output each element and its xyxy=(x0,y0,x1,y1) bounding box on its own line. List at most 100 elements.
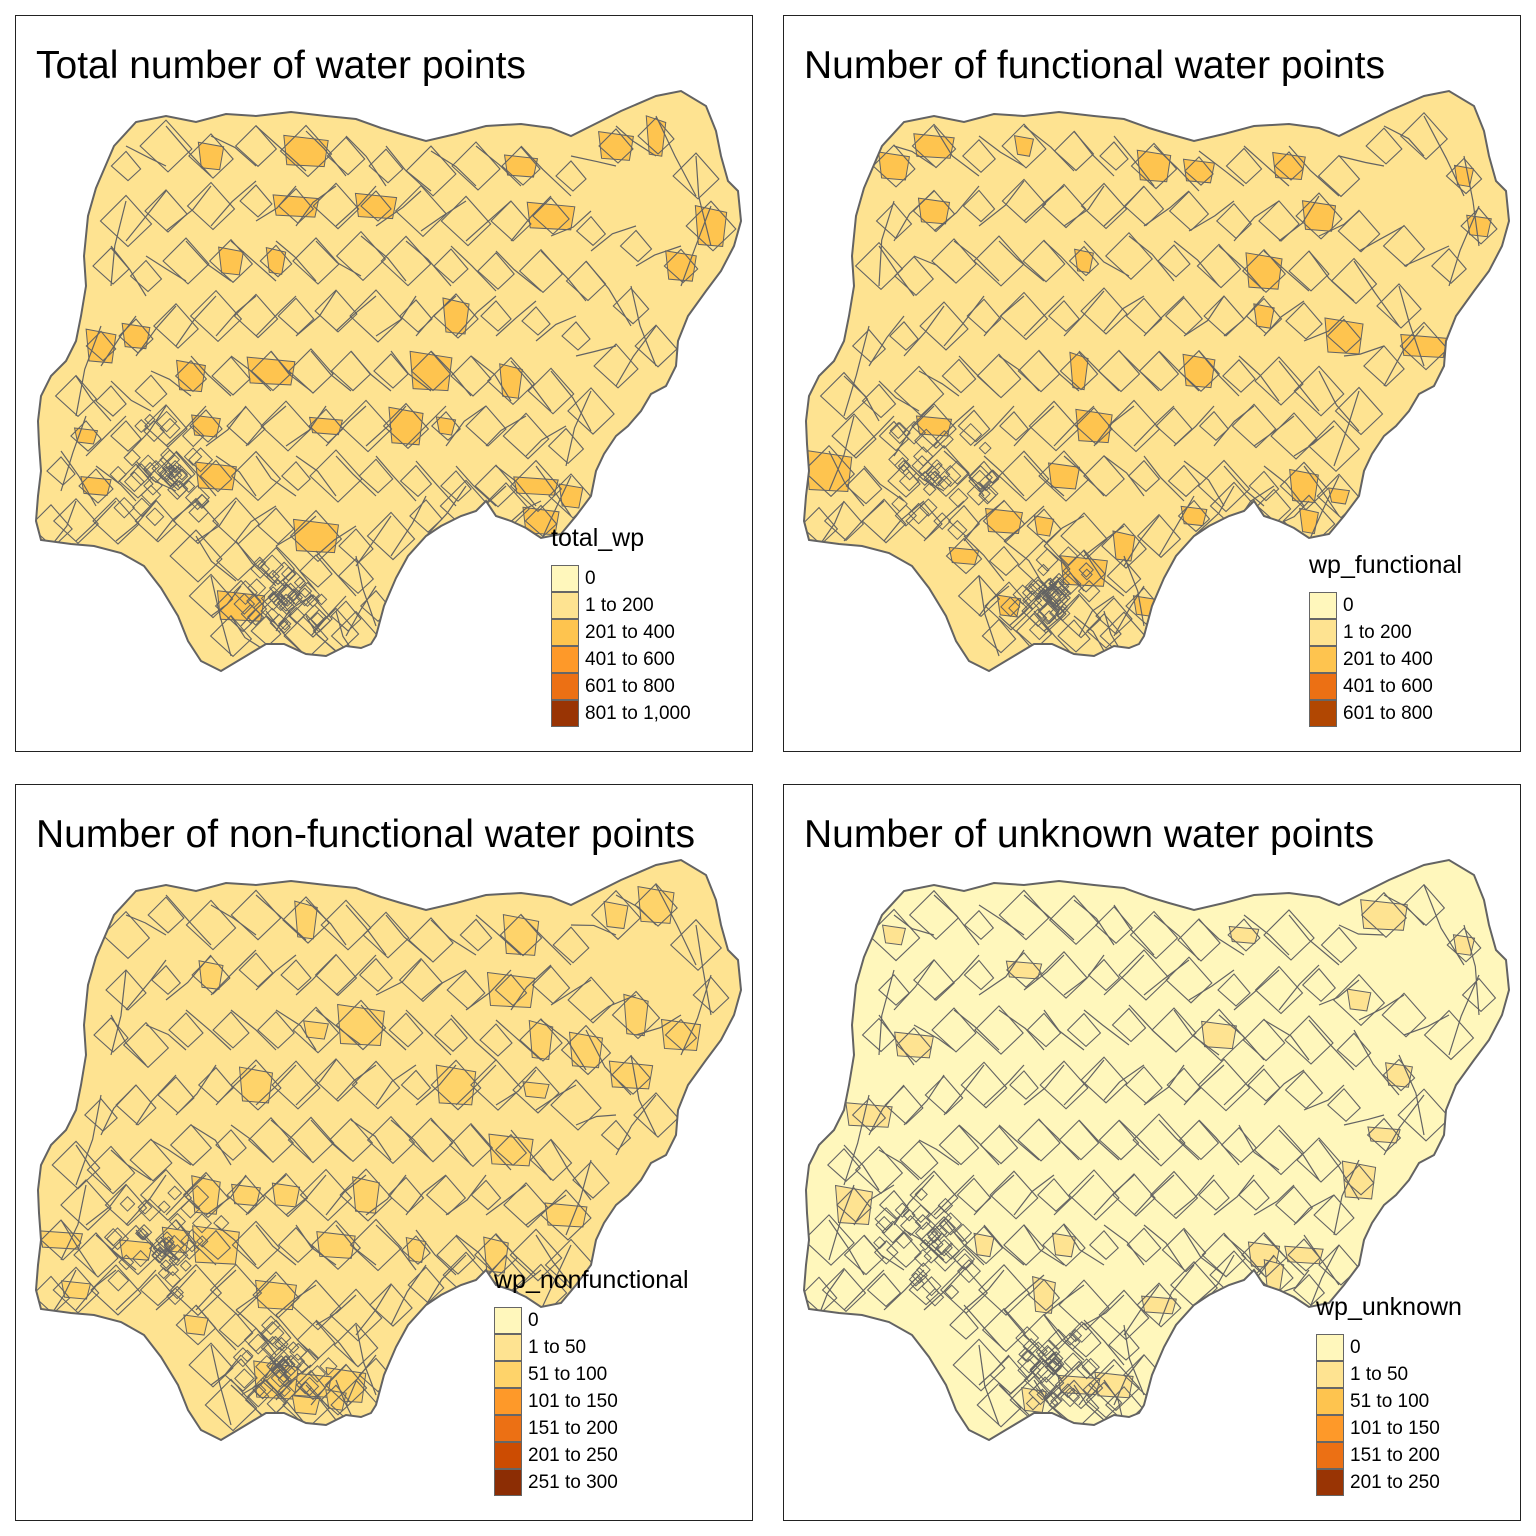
district[interactable] xyxy=(121,322,151,350)
district[interactable] xyxy=(195,461,237,491)
district[interactable] xyxy=(984,507,1024,535)
district[interactable] xyxy=(191,414,221,438)
district-boundary xyxy=(277,297,315,335)
district[interactable] xyxy=(254,1279,298,1311)
district[interactable] xyxy=(637,886,675,924)
district-boundary xyxy=(93,1017,129,1053)
district-boundary xyxy=(519,1018,563,1062)
district[interactable] xyxy=(337,1003,385,1047)
district[interactable] xyxy=(197,141,225,171)
district[interactable] xyxy=(1245,252,1283,290)
district[interactable] xyxy=(528,1019,554,1060)
district[interactable] xyxy=(1136,149,1172,183)
district[interactable] xyxy=(603,900,629,930)
legend-item: 1 to 50 xyxy=(1316,1361,1462,1388)
district[interactable] xyxy=(271,1182,301,1208)
legend-label: 1 to 200 xyxy=(585,594,654,616)
district[interactable] xyxy=(238,1066,274,1104)
legend-item: 151 to 200 xyxy=(494,1415,689,1442)
district[interactable] xyxy=(80,476,112,496)
district[interactable] xyxy=(1013,135,1035,157)
district[interactable] xyxy=(1141,1295,1177,1315)
district[interactable] xyxy=(1033,515,1055,537)
district[interactable] xyxy=(294,900,318,940)
district[interactable] xyxy=(265,246,287,275)
district[interactable] xyxy=(1075,408,1113,444)
district[interactable] xyxy=(388,406,424,446)
district-boundary xyxy=(943,450,985,497)
district[interactable] xyxy=(1360,899,1408,931)
district[interactable] xyxy=(1346,988,1372,1012)
district[interactable] xyxy=(85,328,117,364)
choropleth-map[interactable] xyxy=(16,785,752,1520)
district[interactable] xyxy=(917,197,951,225)
district[interactable] xyxy=(526,201,576,231)
district-boundary xyxy=(1038,578,1060,600)
district-boundary xyxy=(1178,1119,1220,1161)
district-boundary xyxy=(1040,951,1088,999)
district-boundary xyxy=(375,455,417,502)
district-boundary xyxy=(911,455,933,477)
district[interactable] xyxy=(354,192,398,220)
district[interactable] xyxy=(913,133,955,159)
district-boundary xyxy=(433,248,469,284)
district-boundary xyxy=(1158,350,1200,392)
district[interactable] xyxy=(198,960,224,990)
choropleth-map[interactable] xyxy=(16,16,752,751)
district[interactable] xyxy=(1201,1020,1237,1050)
district[interactable] xyxy=(435,416,457,436)
district[interactable] xyxy=(1005,960,1043,980)
district[interactable] xyxy=(272,194,320,218)
district[interactable] xyxy=(119,1239,154,1261)
district[interactable] xyxy=(805,449,853,493)
district[interactable] xyxy=(1051,1232,1077,1258)
district[interactable] xyxy=(1112,530,1136,562)
district[interactable] xyxy=(192,1225,240,1265)
district[interactable] xyxy=(283,134,329,168)
district-boundary xyxy=(150,964,182,996)
district[interactable] xyxy=(442,297,470,335)
district[interactable] xyxy=(1253,303,1275,329)
district[interactable] xyxy=(486,971,536,1008)
district-boundary xyxy=(164,1271,182,1288)
district[interactable] xyxy=(176,359,206,393)
district[interactable] xyxy=(483,1236,509,1274)
district[interactable] xyxy=(568,1031,604,1069)
district[interactable] xyxy=(1047,462,1081,490)
district[interactable] xyxy=(503,154,539,178)
district[interactable] xyxy=(405,1236,427,1264)
district-boundary xyxy=(1313,1194,1355,1236)
legend-item: 801 to 1,000 xyxy=(551,700,691,727)
district[interactable] xyxy=(499,363,523,399)
district[interactable] xyxy=(608,1060,654,1090)
district[interactable] xyxy=(1324,317,1364,355)
district[interactable] xyxy=(1299,507,1319,535)
district[interactable] xyxy=(1272,151,1306,181)
district[interactable] xyxy=(218,246,244,276)
district[interactable] xyxy=(878,151,910,181)
district[interactable] xyxy=(623,993,649,1037)
district[interactable] xyxy=(409,350,453,392)
district[interactable] xyxy=(894,1031,934,1059)
district[interactable] xyxy=(881,924,907,946)
district[interactable] xyxy=(308,416,344,436)
district-boundary xyxy=(1039,1060,1089,1110)
district[interactable] xyxy=(598,131,634,161)
district[interactable] xyxy=(303,1020,329,1040)
district[interactable] xyxy=(1453,164,1475,188)
district[interactable] xyxy=(1327,487,1351,505)
district[interactable] xyxy=(522,1081,550,1099)
district[interactable] xyxy=(973,1232,995,1258)
choropleth-map[interactable] xyxy=(784,16,1520,751)
legend-swatch xyxy=(494,1469,522,1496)
district[interactable] xyxy=(845,1102,893,1128)
choropleth-map[interactable] xyxy=(784,785,1520,1520)
district[interactable] xyxy=(38,1230,84,1250)
district-boundary xyxy=(1078,1364,1115,1406)
district-boundary xyxy=(266,569,281,584)
district[interactable] xyxy=(948,546,980,566)
district[interactable] xyxy=(502,914,540,956)
district[interactable] xyxy=(316,1231,356,1259)
district-boundary xyxy=(894,504,917,527)
district[interactable] xyxy=(183,1314,209,1336)
